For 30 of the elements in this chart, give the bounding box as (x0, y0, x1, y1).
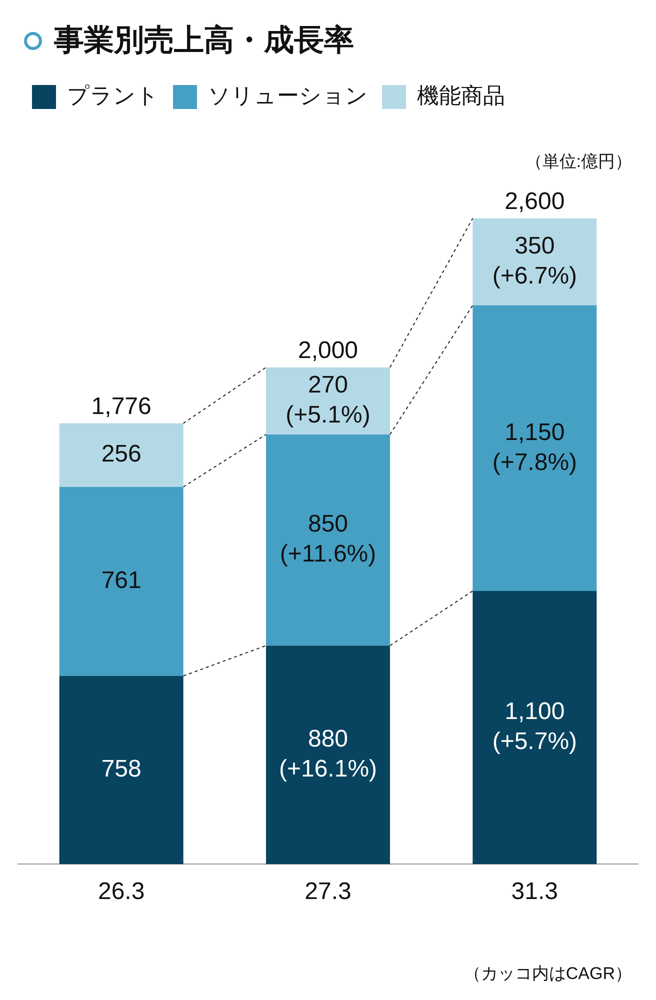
legend-label: プラント (67, 83, 159, 108)
data-label: 1,100 (+5.7%) (492, 698, 578, 756)
x-tick-label: 27.3 (304, 878, 352, 906)
data-label: 880 (+16.1%) (278, 726, 378, 783)
total-label: 2,000 (298, 337, 358, 364)
legend-label: ソリューション (208, 83, 368, 108)
bar (472, 305, 597, 591)
total-label: 2,600 (504, 188, 565, 215)
bar (472, 590, 597, 864)
bar (472, 218, 597, 306)
bar (59, 676, 184, 864)
data-label: 850 (+11.6%) (280, 510, 376, 568)
text: （カッコ内はCAGR） (464, 963, 632, 985)
x-tick-label: 26.3 (98, 878, 145, 906)
bar (59, 423, 184, 487)
data-label: 256 (101, 440, 142, 468)
bar (59, 486, 184, 676)
data-label: 1,150 (+7.8%) (492, 418, 578, 476)
data-label: 758 (101, 756, 142, 783)
chart-title: 事業別売上高・成長率 (54, 22, 354, 59)
data-label: 350 (+6.7%) (492, 232, 578, 290)
bar (266, 367, 390, 434)
data-label: 270 (+5.1%) (286, 372, 370, 429)
data-label: 761 (101, 567, 142, 594)
x-tick-label: 31.3 (511, 878, 558, 906)
total-label: 1,776 (91, 392, 152, 420)
legend-label: 機能商品 (417, 83, 505, 108)
bar (266, 646, 390, 864)
bar (266, 434, 390, 646)
text: （単位:億円） (525, 151, 632, 173)
